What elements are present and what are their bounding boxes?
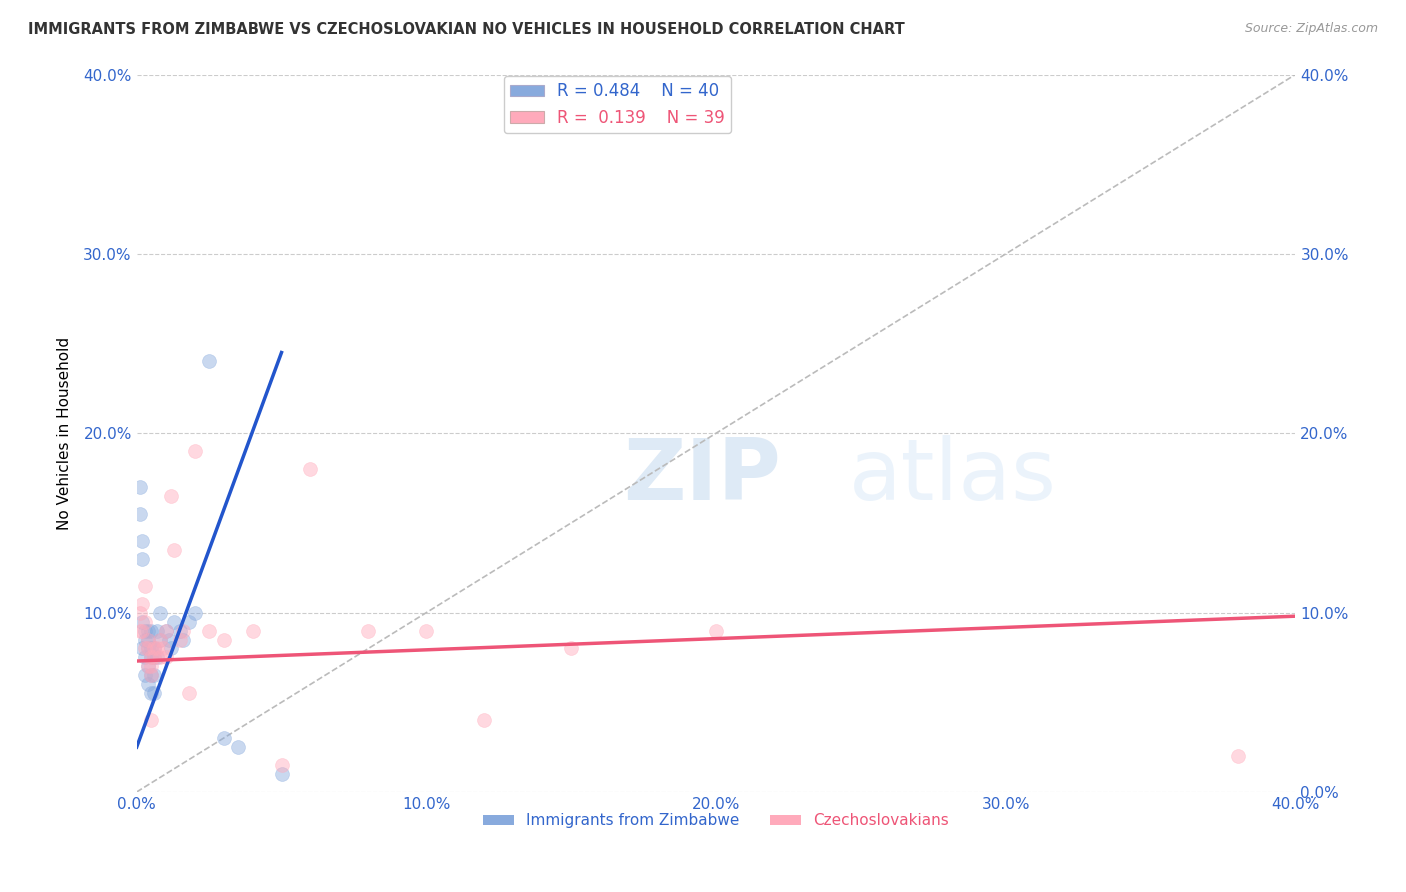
Text: atlas: atlas — [849, 434, 1057, 517]
Point — [134, 632, 156, 647]
Point — [226, 740, 249, 755]
Point — [198, 354, 221, 368]
Point — [472, 713, 495, 727]
Point — [160, 489, 183, 503]
Point — [136, 677, 159, 691]
Point — [128, 507, 150, 521]
Point — [183, 606, 205, 620]
Point — [270, 758, 292, 772]
Point — [139, 659, 162, 673]
Point — [128, 606, 150, 620]
Point — [212, 632, 235, 647]
Point — [163, 542, 186, 557]
Y-axis label: No Vehicles in Household: No Vehicles in Household — [58, 336, 72, 530]
Point — [131, 533, 153, 548]
Point — [242, 624, 264, 638]
Point — [139, 650, 162, 665]
Point — [172, 632, 194, 647]
Point — [134, 641, 156, 656]
Point — [139, 624, 162, 638]
Point — [270, 767, 292, 781]
Point — [131, 597, 153, 611]
Point — [299, 462, 322, 476]
Point — [560, 641, 582, 656]
Point — [128, 624, 150, 638]
Point — [149, 632, 172, 647]
Point — [136, 641, 159, 656]
Point — [131, 551, 153, 566]
Point — [143, 641, 166, 656]
Point — [149, 650, 172, 665]
Point — [139, 668, 162, 682]
Point — [143, 650, 166, 665]
Legend: Immigrants from Zimbabwe, Czechoslovakians: Immigrants from Zimbabwe, Czechoslovakia… — [477, 807, 955, 835]
Point — [143, 650, 166, 665]
Point — [131, 624, 153, 638]
Point — [149, 632, 172, 647]
Point — [139, 641, 162, 656]
Point — [143, 668, 166, 682]
Text: Source: ZipAtlas.com: Source: ZipAtlas.com — [1244, 22, 1378, 36]
Point — [155, 624, 177, 638]
Point — [139, 713, 162, 727]
Point — [415, 624, 437, 638]
Point — [357, 624, 380, 638]
Point — [1226, 749, 1249, 764]
Point — [136, 659, 159, 673]
Point — [146, 624, 169, 638]
Text: ZIP: ZIP — [623, 434, 782, 517]
Point — [134, 624, 156, 638]
Point — [177, 686, 200, 700]
Point — [157, 632, 180, 647]
Point — [146, 641, 169, 656]
Point — [139, 686, 162, 700]
Point — [169, 624, 191, 638]
Point — [155, 650, 177, 665]
Point — [134, 615, 156, 629]
Point — [136, 632, 159, 647]
Point — [131, 641, 153, 656]
Point — [128, 480, 150, 494]
Point — [136, 659, 159, 673]
Point — [139, 668, 162, 682]
Point — [136, 624, 159, 638]
Point — [152, 641, 174, 656]
Point — [131, 615, 153, 629]
Point — [136, 641, 159, 656]
Point — [212, 731, 235, 746]
Point — [136, 632, 159, 647]
Point — [143, 641, 166, 656]
Point — [134, 579, 156, 593]
Point — [704, 624, 727, 638]
Point — [134, 668, 156, 682]
Point — [146, 650, 169, 665]
Point — [169, 632, 191, 647]
Point — [163, 615, 186, 629]
Point — [134, 650, 156, 665]
Point — [183, 444, 205, 458]
Point — [160, 641, 183, 656]
Point — [198, 624, 221, 638]
Point — [143, 686, 166, 700]
Point — [155, 624, 177, 638]
Point — [177, 615, 200, 629]
Point — [172, 624, 194, 638]
Point — [149, 606, 172, 620]
Text: IMMIGRANTS FROM ZIMBABWE VS CZECHOSLOVAKIAN NO VEHICLES IN HOUSEHOLD CORRELATION: IMMIGRANTS FROM ZIMBABWE VS CZECHOSLOVAK… — [28, 22, 905, 37]
Point — [139, 650, 162, 665]
